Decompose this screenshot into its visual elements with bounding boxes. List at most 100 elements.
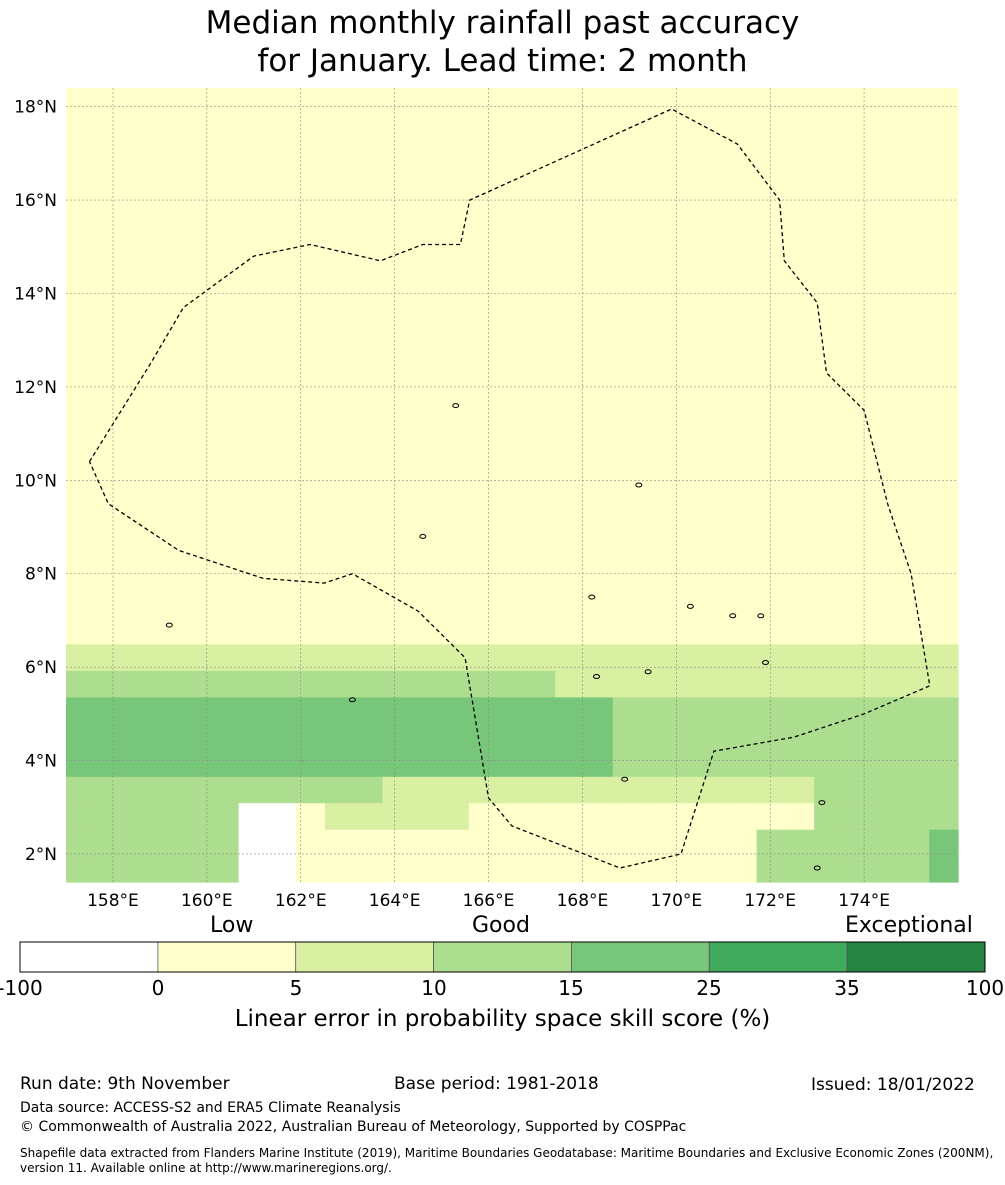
skill-cell: [641, 193, 671, 221]
skill-cell: [727, 299, 758, 327]
skill-cell: [641, 485, 671, 513]
skill-cell: [238, 167, 268, 195]
island-outline: [813, 865, 821, 871]
skill-cell: [670, 696, 700, 724]
skill-cell: [353, 140, 384, 168]
skill-cell: [641, 511, 671, 539]
skill-cell: [440, 88, 470, 116]
skill-cell: [497, 643, 527, 671]
skill-cell: [785, 564, 815, 592]
skill-cell: [296, 537, 326, 565]
skill-cell: [353, 114, 384, 142]
skill-cell: [296, 590, 326, 618]
skill-cell: [238, 802, 268, 830]
skill-cell: [411, 352, 441, 380]
skill-cell: [670, 114, 700, 142]
skill-cell: [785, 855, 815, 883]
skill-cell: [699, 167, 729, 195]
skill-cell: [641, 723, 671, 751]
skill-cell: [900, 299, 930, 327]
skill-cell: [526, 405, 556, 433]
skill-cell: [296, 696, 326, 724]
skill-cell: [123, 299, 153, 327]
skill-cell: [785, 749, 815, 777]
skill-cell: [440, 485, 470, 513]
skill-cell: [181, 855, 211, 883]
skill-cell: [785, 643, 815, 671]
skill-cell: [267, 299, 297, 327]
colorbar-tick: 10: [421, 976, 447, 1000]
skill-cell: [181, 485, 211, 513]
skill-cell: [267, 511, 297, 539]
skill-cell: [66, 273, 96, 301]
skill-cell: [555, 590, 585, 618]
skill-cell: [238, 432, 268, 460]
skill-cell: [670, 326, 700, 354]
skill-cell: [411, 511, 441, 539]
skill-cell: [929, 749, 959, 777]
skill-cell: [814, 432, 844, 460]
skill-cell: [842, 405, 873, 433]
skill-cell: [555, 855, 585, 883]
skill-cell: [871, 167, 902, 195]
skill-cell: [440, 114, 470, 142]
skill-cell: [325, 723, 355, 751]
skill-cell: [66, 167, 96, 195]
skill-cell: [526, 193, 556, 221]
skill-cell: [929, 590, 959, 618]
skill-cell: [526, 802, 556, 830]
category-good: Good: [472, 913, 530, 938]
skill-cell: [785, 246, 815, 274]
skill-cell: [900, 273, 930, 301]
skill-cell: [670, 617, 700, 645]
skill-cell: [440, 511, 470, 539]
skill-cell: [555, 696, 585, 724]
skill-cell: [699, 432, 729, 460]
skill-cell: [785, 220, 815, 248]
skill-cell: [411, 723, 441, 751]
skill-cell: [612, 590, 643, 618]
skill-cell: [353, 617, 384, 645]
skill-cell: [612, 326, 643, 354]
skill-cell: [238, 696, 268, 724]
skill-cell: [411, 617, 441, 645]
skill-cell: [296, 193, 326, 221]
skill-cell: [123, 590, 153, 618]
skill-cell: [267, 458, 297, 486]
skill-cell: [209, 537, 240, 565]
skill-cell: [267, 855, 297, 883]
skill-cell: [152, 590, 182, 618]
skill-cell: [756, 670, 786, 698]
skill-cell: [468, 379, 499, 407]
skill-cell: [411, 88, 441, 116]
skill-cell: [641, 140, 671, 168]
skill-cell: [756, 88, 786, 116]
issued-date: Issued: 18/01/2022: [811, 1075, 975, 1095]
skill-cell: [526, 352, 556, 380]
skill-cell: [900, 458, 930, 486]
skill-cell: [555, 246, 585, 274]
skill-cell: [152, 220, 182, 248]
skill-cell: [583, 193, 614, 221]
skill-cell: [296, 643, 326, 671]
skill-cell: [468, 485, 499, 513]
skill-cell: [267, 326, 297, 354]
category-exceptional: Exceptional: [845, 913, 973, 938]
skill-cell: [699, 193, 729, 221]
skill-cell: [612, 617, 643, 645]
skill-cell: [94, 88, 125, 116]
skill-cell: [123, 88, 153, 116]
skill-cell: [296, 379, 326, 407]
skill-cell: [497, 723, 527, 751]
skill-cell: [785, 140, 815, 168]
skill-cell: [209, 590, 240, 618]
skill-cell: [152, 802, 182, 830]
skill-cell: [411, 114, 441, 142]
skill-cell: [842, 485, 873, 513]
skill-cell: [267, 220, 297, 248]
skill-cell: [382, 537, 412, 565]
skill-cell: [727, 114, 758, 142]
skill-cell: [699, 220, 729, 248]
skill-cell: [670, 432, 700, 460]
